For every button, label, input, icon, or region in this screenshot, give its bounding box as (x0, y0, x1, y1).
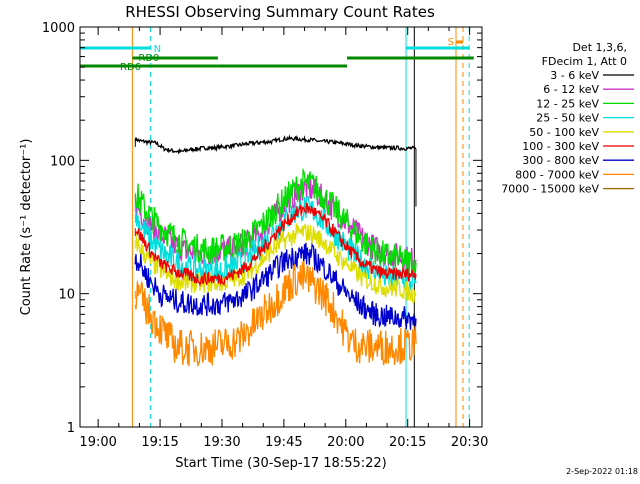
x-tick-label: 19:00 (79, 435, 116, 450)
y-tick-label: 100 (50, 154, 75, 169)
tick-layer: 19:00 19:15 19:30 19:45 20:00 20:15 20:30 1 10 10… (42, 21, 488, 450)
legend-label: 100 - 300 keV (522, 140, 599, 153)
legend-label: 50 - 100 keV (529, 126, 599, 139)
series-line (134, 202, 417, 287)
legend-label: 3 - 6 keV (550, 69, 599, 82)
series-line (134, 222, 417, 305)
plot-frame (79, 26, 483, 428)
legend-label: 12 - 25 keV (536, 97, 599, 110)
annotation-bar-label: RD0 (138, 53, 159, 64)
x-tick-label: 19:45 (265, 435, 302, 450)
timestamp: 2-Sep-2022 01:18 (566, 467, 638, 476)
series-line (134, 242, 417, 330)
annotation-bar-label: S (448, 37, 454, 48)
x-tick-label: 20:00 (327, 435, 364, 450)
x-tick-label: 19:30 (203, 435, 240, 450)
x-tick-label: 20:15 (389, 435, 426, 450)
legend-label: 6 - 12 keV (543, 83, 599, 96)
annotation-bar-label: N (154, 44, 161, 55)
axes-layer (79, 26, 483, 428)
series-line (134, 260, 417, 367)
legend-header: FDecim 1, Att 0 (542, 55, 627, 68)
x-tick-label: 20:30 (451, 435, 488, 450)
y-tick-label: 1000 (42, 21, 75, 36)
legend-label: 7000 - 15000 keV (501, 183, 599, 196)
series-line (134, 134, 417, 155)
chart-title: RHESSI Observing Summary Count Rates (125, 3, 435, 21)
legend-label: 800 - 7000 keV (515, 168, 599, 181)
legend-header: Det 1,3,6, (572, 41, 627, 54)
y-tick-label: 1 (67, 421, 75, 436)
legend-label: 25 - 50 keV (536, 112, 599, 125)
annotation-bar-label: RD6 (120, 62, 141, 73)
legend-label: 300 - 800 keV (522, 154, 599, 167)
series-layer (134, 134, 417, 367)
y-tick-label: 10 (58, 288, 75, 303)
series-line (134, 167, 417, 278)
y-axis-label: Count Rate (s⁻¹ detector⁻¹) (19, 139, 34, 316)
x-tick-label: 19:15 (141, 435, 178, 450)
x-axis-label: Start Time (30-Sep-17 18:55:22) (175, 456, 386, 471)
